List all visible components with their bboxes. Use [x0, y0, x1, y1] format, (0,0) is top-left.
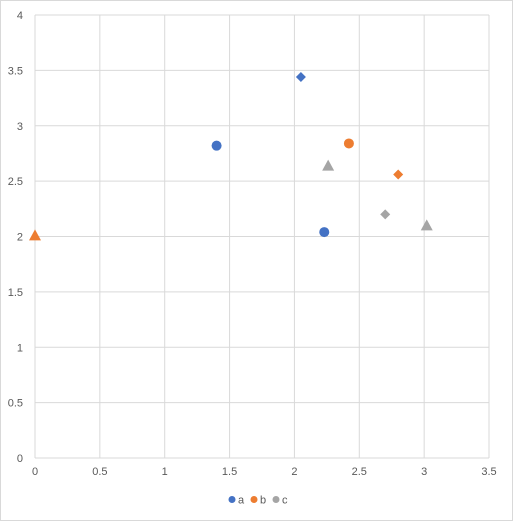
legend-marker-c — [272, 496, 280, 503]
legend: a b c — [228, 495, 288, 507]
x-tick-label: 2 — [291, 466, 297, 478]
y-tick-label: 2.5 — [8, 176, 23, 188]
data-point-b — [29, 229, 41, 241]
y-tick-label: 3.5 — [8, 65, 23, 77]
y-tick-label: 3 — [17, 121, 23, 133]
data-point-a — [319, 227, 330, 238]
data-point-c — [420, 219, 433, 231]
y-axis-ticks: 0 0.5 1 1.5 2 2.5 3 3.5 4 — [8, 10, 23, 465]
y-tick-label: 0 — [17, 453, 23, 465]
data-points — [29, 72, 433, 241]
data-point-a — [211, 140, 222, 151]
y-tick-label: 1.5 — [8, 287, 23, 299]
legend-marker-a — [228, 496, 236, 503]
legend-label-c: c — [282, 495, 288, 507]
x-axis-ticks: 0 0.5 1 1.5 2 2.5 3 3.5 — [32, 466, 497, 478]
legend-label-b: b — [260, 495, 266, 507]
x-tick-label: 0.5 — [92, 466, 107, 478]
y-tick-label: 2 — [17, 232, 23, 244]
data-point-c — [380, 209, 391, 220]
y-tick-label: 0.5 — [8, 398, 23, 410]
legend-label-a: a — [238, 495, 245, 507]
x-tick-label: 2.5 — [352, 466, 367, 478]
x-tick-label: 1.5 — [222, 466, 237, 478]
x-tick-label: 3.5 — [481, 466, 496, 478]
gridlines — [34, 14, 490, 459]
y-tick-label: 1 — [17, 342, 23, 354]
data-point-b — [343, 138, 354, 149]
x-tick-label: 1 — [162, 466, 168, 478]
data-point-b — [393, 169, 404, 180]
x-tick-label: 0 — [32, 466, 38, 478]
y-tick-label: 4 — [17, 10, 23, 22]
data-point-a — [295, 72, 306, 83]
x-tick-label: 3 — [421, 466, 427, 478]
legend-marker-b — [250, 496, 258, 503]
data-point-c — [322, 159, 335, 171]
